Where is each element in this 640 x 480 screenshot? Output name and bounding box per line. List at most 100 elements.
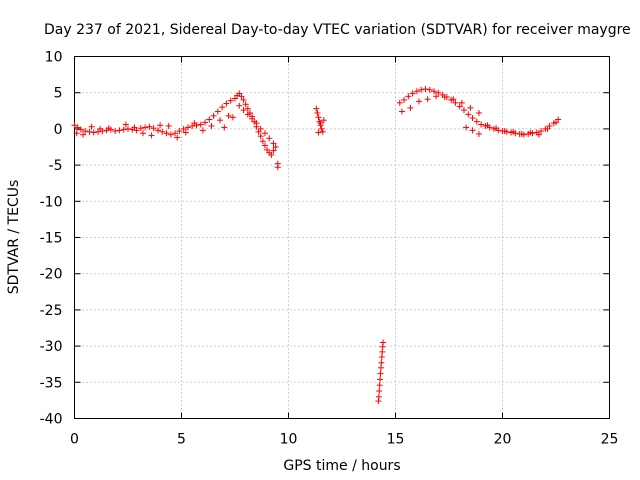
data-point: [501, 128, 508, 135]
data-point: [88, 123, 95, 130]
data-point: [73, 130, 80, 137]
data-point: [377, 376, 384, 383]
data-point: [376, 382, 383, 389]
data-point: [378, 353, 385, 360]
data-point: [210, 112, 217, 119]
data-point: [266, 135, 273, 142]
data-point: [142, 124, 149, 131]
data-point: [244, 111, 251, 118]
y-tick-label: -30: [40, 339, 63, 355]
data-point: [199, 127, 206, 134]
data-point: [208, 123, 215, 130]
data-point: [463, 124, 470, 131]
grid: [74, 56, 610, 419]
x-axis: 0 5 10 15 20 25: [70, 56, 618, 448]
data-point: [253, 120, 260, 127]
data-point: [315, 129, 322, 136]
data-point: [116, 127, 123, 134]
data-point: [315, 114, 322, 121]
data-point: [317, 120, 324, 127]
data-point: [510, 128, 517, 135]
data-point: [484, 122, 491, 129]
data-point: [405, 93, 412, 100]
data-point: [167, 131, 174, 138]
data-point: [465, 111, 472, 118]
data-point: [458, 99, 465, 106]
data-point: [475, 109, 482, 116]
data-point: [469, 127, 476, 134]
data-point: [105, 125, 112, 132]
x-axis-label: GPS time / hours: [283, 458, 400, 474]
data-point: [535, 131, 542, 138]
data-point: [375, 393, 382, 400]
data-point: [242, 101, 249, 108]
data-point: [174, 134, 181, 141]
data-point: [544, 125, 551, 132]
x-tick-label: 0: [70, 432, 79, 448]
data-point: [150, 125, 157, 132]
data-point: [214, 108, 221, 115]
data-point: [379, 348, 386, 355]
y-tick-label: -5: [49, 158, 63, 174]
data-point: [163, 130, 170, 137]
data-point: [139, 130, 146, 137]
y-tick-label: 0: [54, 122, 63, 138]
data-point: [416, 98, 423, 105]
x-tick-label: 15: [387, 432, 405, 448]
y-tick-label: -20: [40, 267, 63, 283]
data-point: [259, 138, 266, 145]
data-point: [413, 88, 420, 95]
data-point: [184, 124, 191, 131]
data-point: [467, 104, 474, 111]
data-point: [249, 115, 256, 122]
data-point: [131, 124, 138, 131]
data-point: [378, 359, 385, 366]
x-tick-label: 5: [177, 432, 186, 448]
data-point: [122, 121, 129, 128]
data-point: [320, 117, 327, 124]
data-point: [219, 104, 226, 111]
data-point: [229, 114, 236, 121]
data-point: [97, 125, 104, 132]
data-point: [426, 86, 433, 93]
data-point: [257, 133, 264, 140]
data-point: [74, 124, 81, 131]
data-point: [493, 125, 500, 132]
data-point: [377, 370, 384, 377]
data-point: [270, 140, 277, 147]
data-point: [518, 130, 525, 137]
data-point: [319, 128, 326, 135]
data-point: [407, 104, 414, 111]
data-point: [377, 364, 384, 371]
data-point: [172, 130, 179, 137]
data-point: [82, 128, 89, 135]
y-axis-label: SDTVAR / TECUs: [6, 180, 22, 295]
data-point: [261, 142, 268, 149]
data-point: [227, 97, 234, 104]
data-point: [217, 117, 224, 124]
data-point: [90, 129, 97, 136]
data-point: [240, 107, 247, 114]
y-tick-label: 10: [45, 50, 63, 66]
data-point: [396, 99, 403, 106]
data-point: [452, 99, 459, 106]
data-point: [257, 125, 264, 132]
data-point: [80, 131, 87, 138]
data-point: [197, 121, 204, 128]
data-point: [313, 105, 320, 112]
data-point: [165, 123, 172, 130]
y-tick-label: -25: [40, 303, 63, 319]
y-tick-label: -15: [40, 231, 63, 247]
data-point: [191, 120, 198, 127]
data-point: [125, 125, 131, 132]
data-point: [159, 128, 166, 135]
data-point: [398, 108, 405, 115]
data-point: [316, 118, 323, 125]
data-point: [475, 130, 482, 137]
data-point: [435, 89, 442, 96]
data-point: [240, 96, 247, 103]
y-tick-label: -40: [40, 412, 63, 428]
data-point: [268, 151, 275, 158]
data-point: [236, 102, 243, 109]
